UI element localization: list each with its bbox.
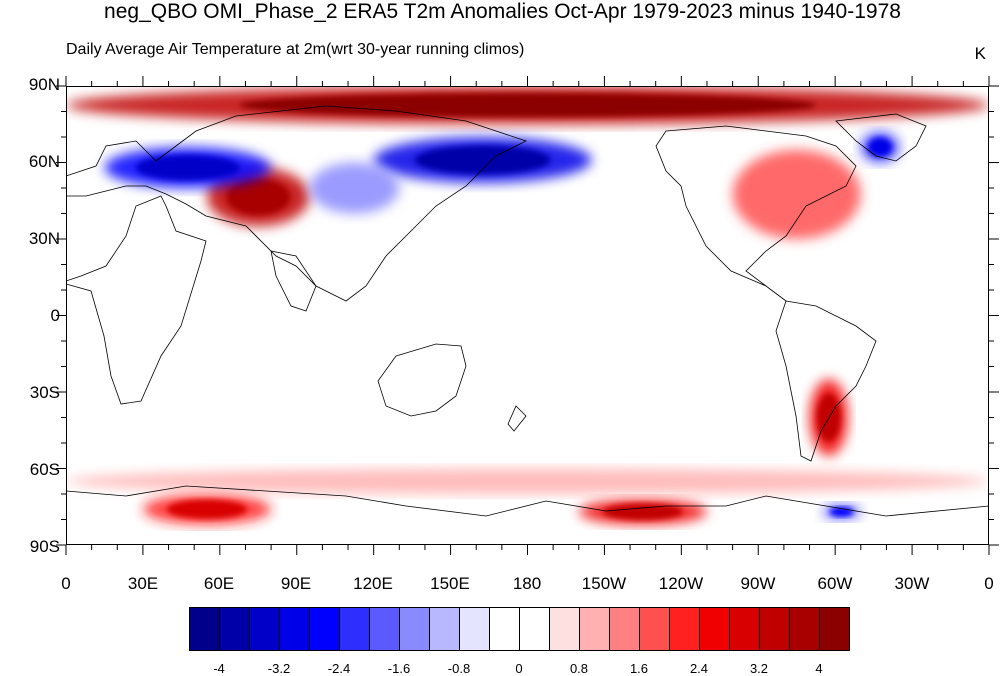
lon-label-150w: 150W <box>581 574 627 593</box>
colorbar-swatch <box>609 607 640 651</box>
anomaly-core-greenland-cold <box>868 137 893 157</box>
colorbar-swatch <box>549 607 580 651</box>
lon-label-120e: 120E <box>353 574 393 593</box>
colorbar-swatch <box>669 607 700 651</box>
lon-label-180: 180 <box>512 574 542 593</box>
lat-label-60n: 60N <box>28 152 60 171</box>
anomaly-core-arctic-warm <box>239 93 816 118</box>
subtitle-main: Daily Average Air Temperature at 2m <box>66 41 326 58</box>
anomaly-core-siberia-cold <box>414 145 551 175</box>
europe-asia-coastline <box>66 105 528 302</box>
colorbar-swatch <box>339 607 370 651</box>
colorbar-tick-label: -1.6 <box>387 661 411 676</box>
colorbar-tick-label: 0 <box>515 661 523 676</box>
lon-label-90w: 90W <box>740 574 776 593</box>
colorbar-swatch <box>309 607 340 651</box>
colorbar-swatch <box>579 607 610 651</box>
south-america-coastline <box>775 300 877 462</box>
colorbar-swatch <box>429 607 460 651</box>
colorbar-tick-label: -3.2 <box>267 661 291 676</box>
colorbar-swatch <box>189 607 220 651</box>
anomaly-contours <box>66 86 989 525</box>
colorbar-swatch <box>519 607 550 651</box>
colorbar-swatch <box>699 607 730 651</box>
lon-label-150e: 150E <box>430 574 470 593</box>
africa-coastline <box>66 195 207 405</box>
anomaly-region-southern-ocean-warm <box>66 468 989 494</box>
lon-label-30e: 30E <box>127 574 159 593</box>
anomaly-region-north-america-warm <box>732 149 861 239</box>
lon-label-0-end: 0 <box>984 574 994 593</box>
anomaly-core-central-asia-warm <box>226 178 291 216</box>
india-coastline <box>270 250 317 312</box>
colorbar-tick-label: 1.6 <box>629 661 649 676</box>
figure-title: neg_QBO OMI_Phase_2 ERA5 T2m Anomalies O… <box>104 0 901 23</box>
lat-label-90s: 90S <box>29 537 60 556</box>
colorbar-tick-label: 0.8 <box>569 661 589 676</box>
colorbar-swatch <box>639 607 670 651</box>
lon-label-60w: 60W <box>817 574 853 593</box>
lon-label-0: 0 <box>61 574 71 593</box>
lat-label-eq: 0 <box>50 306 60 325</box>
anomaly-core-antarctic-warm-2 <box>602 503 683 520</box>
axis-ticks <box>56 76 999 555</box>
units-label: K <box>974 44 986 63</box>
colorbar-swatch <box>249 607 280 651</box>
anomaly-core-europe-russia-cold <box>135 154 240 181</box>
colorbar-tick-label: -0.8 <box>447 661 471 676</box>
colorbar-swatch <box>819 607 850 651</box>
new-zealand-coastline <box>507 405 527 432</box>
coastlines <box>66 105 989 517</box>
lon-label-30w: 30W <box>894 574 930 593</box>
anomaly-region-east-asia-cold <box>309 162 400 214</box>
colorbar-swatch <box>789 607 820 651</box>
figure-subtitle: Daily Average Air Temperature at 2m(wrt … <box>66 41 524 59</box>
colorbar-swatch <box>489 607 520 651</box>
colorbar-tick-label: 2.4 <box>689 661 709 676</box>
colorbar-tick-label: -4 <box>213 661 225 676</box>
map-border <box>66 86 989 545</box>
lat-label-90n: 90N <box>28 75 60 94</box>
colorbar-swatch <box>219 607 250 651</box>
greenland-coastline <box>835 113 927 162</box>
lat-label-30n: 30N <box>28 229 60 248</box>
lat-label-60s: 60S <box>29 460 60 479</box>
colorbar-swatch <box>729 607 760 651</box>
north-america-coastline <box>655 125 857 302</box>
lon-label-120w: 120W <box>658 574 704 593</box>
lat-label-30s: 30S <box>29 383 60 402</box>
australia-coastline <box>377 343 467 417</box>
colorbar-tick-label: 3.2 <box>749 661 769 676</box>
colorbar-swatch <box>369 607 400 651</box>
subtitle-extra: (wrt 30-year running climos) <box>325 41 525 58</box>
colorbar-swatch <box>279 607 310 651</box>
antarctica-coastline <box>66 485 989 517</box>
colorbar-swatch <box>399 607 430 651</box>
colorbar-swatch <box>759 607 790 651</box>
colorbar-swatch <box>459 607 490 651</box>
anomaly-core-antarctic-warm-1 <box>166 499 248 519</box>
colorbar-tick-label: 4 <box>815 661 823 676</box>
lon-label-60e: 60E <box>203 574 235 593</box>
colorbar <box>189 607 850 651</box>
map-panel <box>56 76 999 555</box>
lon-label-90e: 90E <box>280 574 312 593</box>
colorbar-tick-label: -2.4 <box>327 661 351 676</box>
anomaly-map <box>56 76 999 555</box>
